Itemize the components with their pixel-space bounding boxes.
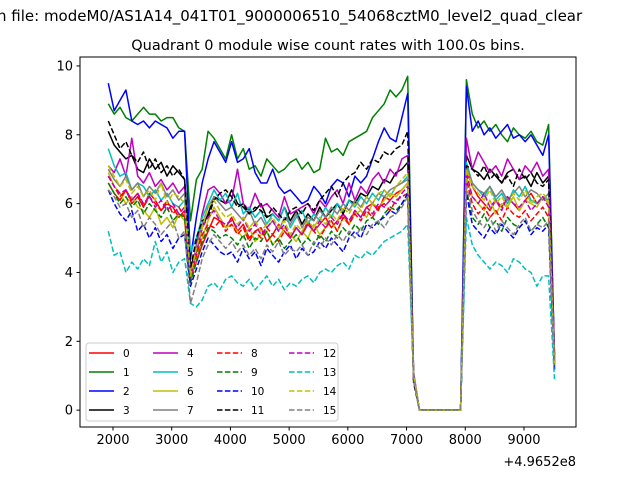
y-tick-label: 8 — [65, 128, 73, 143]
y-tick-label: 0 — [65, 404, 73, 419]
legend-label-4: 4 — [187, 348, 194, 360]
legend-label-0: 0 — [123, 348, 130, 360]
legend-label-15: 15 — [323, 405, 336, 417]
legend-label-14: 14 — [323, 386, 337, 398]
legend-label-3: 3 — [123, 405, 130, 417]
x-tick-label: 7000 — [390, 433, 423, 448]
series-line-4 — [107, 137, 556, 411]
legend-label-10: 10 — [251, 386, 264, 398]
series-lines — [107, 75, 556, 411]
x-offset-label: +4.9652e8 — [503, 455, 576, 470]
series-line-10 — [107, 189, 556, 411]
legend-label-1: 1 — [123, 367, 130, 379]
y-tick-label: 4 — [65, 266, 73, 281]
series-line-12 — [107, 171, 556, 411]
y-axis-ticks: 0 2 4 6 8 10 — [56, 59, 80, 419]
legend-frame — [85, 342, 339, 422]
x-tick-label: 6000 — [331, 433, 364, 448]
legend-label-12: 12 — [323, 348, 336, 360]
x-tick-label: 2000 — [96, 433, 129, 448]
legend-label-5: 5 — [187, 367, 194, 379]
x-axis-ticks: 2000 3000 4000 5000 6000 7000 8000 9000 — [96, 427, 541, 448]
series-line-0 — [107, 168, 556, 411]
y-tick-label: 2 — [65, 335, 73, 350]
x-tick-label: 8000 — [449, 433, 482, 448]
legend-label-7: 7 — [187, 405, 194, 417]
y-tick-label: 10 — [56, 59, 73, 74]
figure-suptitle: n file: modeM0/AS1A14_041T01_9000006510_… — [0, 7, 583, 26]
series-line-9 — [107, 182, 556, 411]
series-line-15 — [107, 185, 556, 411]
x-tick-label: 9000 — [507, 433, 540, 448]
series-line-11 — [107, 120, 556, 411]
legend-label-9: 9 — [251, 367, 258, 379]
chart-title: Quadrant 0 module wise count rates with … — [131, 38, 525, 54]
x-tick-label: 4000 — [214, 433, 247, 448]
legend-label-13: 13 — [323, 367, 336, 379]
legend-label-8: 8 — [251, 348, 258, 360]
series-line-7 — [107, 165, 556, 411]
legend-label-6: 6 — [187, 386, 194, 398]
series-line-13 — [107, 216, 556, 411]
series-line-8 — [107, 175, 556, 411]
series-line-14 — [107, 165, 556, 411]
x-tick-label: 3000 — [155, 433, 188, 448]
legend-label-2: 2 — [123, 386, 130, 398]
y-tick-label: 6 — [65, 197, 73, 212]
axes-frame — [79, 56, 577, 428]
legend-label-11: 11 — [251, 405, 264, 417]
x-tick-label: 5000 — [273, 433, 306, 448]
